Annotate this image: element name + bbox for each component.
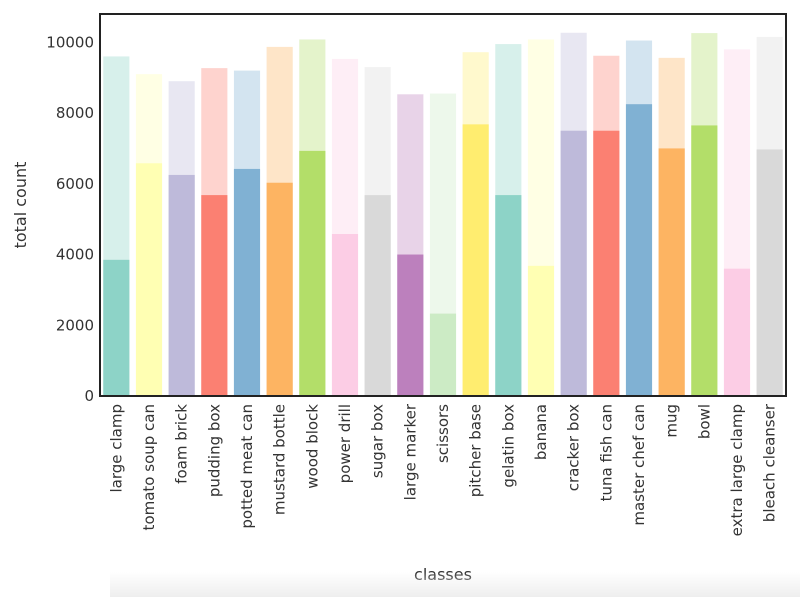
x-tick-label: tuna fish can <box>597 404 615 501</box>
x-tick-label: mug <box>663 404 681 438</box>
y-tick-label: 0 <box>84 387 94 405</box>
bar-value-0 <box>103 259 130 396</box>
bar-value-6 <box>299 150 326 396</box>
bar-value-5 <box>266 182 293 396</box>
bar-value-1 <box>135 163 163 396</box>
y-tick-label: 4000 <box>56 246 94 264</box>
x-tick-label: power drill <box>336 404 354 483</box>
bar-value-18 <box>691 125 718 397</box>
x-tick-label: scissors <box>434 404 452 463</box>
x-tick-label: pudding box <box>205 404 223 497</box>
x-tick-label: large marker <box>401 403 419 500</box>
bar-value-3 <box>201 195 228 396</box>
x-tick-label: large clamp <box>107 404 125 493</box>
x-tick-label: tomato soup can <box>140 404 158 530</box>
x-tick-label: gelatin box <box>499 404 517 488</box>
bar-value-13 <box>527 265 555 396</box>
bar-value-17 <box>658 148 685 396</box>
bar-value-7 <box>331 234 359 396</box>
x-tick-label: bleach cleanser <box>761 403 779 522</box>
bar-value-15 <box>593 130 620 396</box>
x-tick-label: wood block <box>303 404 321 489</box>
y-tick-label: 8000 <box>56 104 94 122</box>
y-axis-label: total count <box>11 162 30 249</box>
bar-value-20 <box>756 149 783 396</box>
bar-value-9 <box>397 254 424 396</box>
y-tick-label: 2000 <box>56 316 94 334</box>
bar-value-4 <box>233 168 261 396</box>
y-tick-label: 10000 <box>46 33 94 51</box>
y-axis: 0 2000 4000 6000 8000 10000 <box>46 33 94 405</box>
bottom-shadow <box>110 572 800 597</box>
x-axis: large clamp tomato soup can foam brick pudd… <box>107 403 778 536</box>
x-tick-label: pitcher base <box>467 404 485 497</box>
plot-frame <box>99 13 787 397</box>
y-tick-label: 6000 <box>56 175 94 193</box>
bar-value-16 <box>625 104 653 396</box>
bars-second-series <box>103 104 783 397</box>
x-tick-label: extra large clamp <box>728 404 746 536</box>
bar-value-19 <box>723 268 751 396</box>
x-tick-label: potted meat can <box>238 404 256 529</box>
bar-value-2 <box>168 174 195 396</box>
bar-value-11 <box>462 124 489 397</box>
x-tick-label: foam brick <box>173 404 191 484</box>
bar-value-10 <box>429 313 457 396</box>
x-tick-label: bowl <box>695 404 713 439</box>
x-tick-label: mustard bottle <box>271 404 289 515</box>
x-tick-label: master chef can <box>630 404 648 526</box>
bar-value-12 <box>495 195 522 396</box>
x-tick-label: sugar box <box>369 404 387 478</box>
bar-value-8 <box>364 195 391 396</box>
bar-value-14 <box>560 130 587 396</box>
x-tick-label: banana <box>532 404 550 460</box>
x-tick-label: cracker box <box>565 404 583 491</box>
